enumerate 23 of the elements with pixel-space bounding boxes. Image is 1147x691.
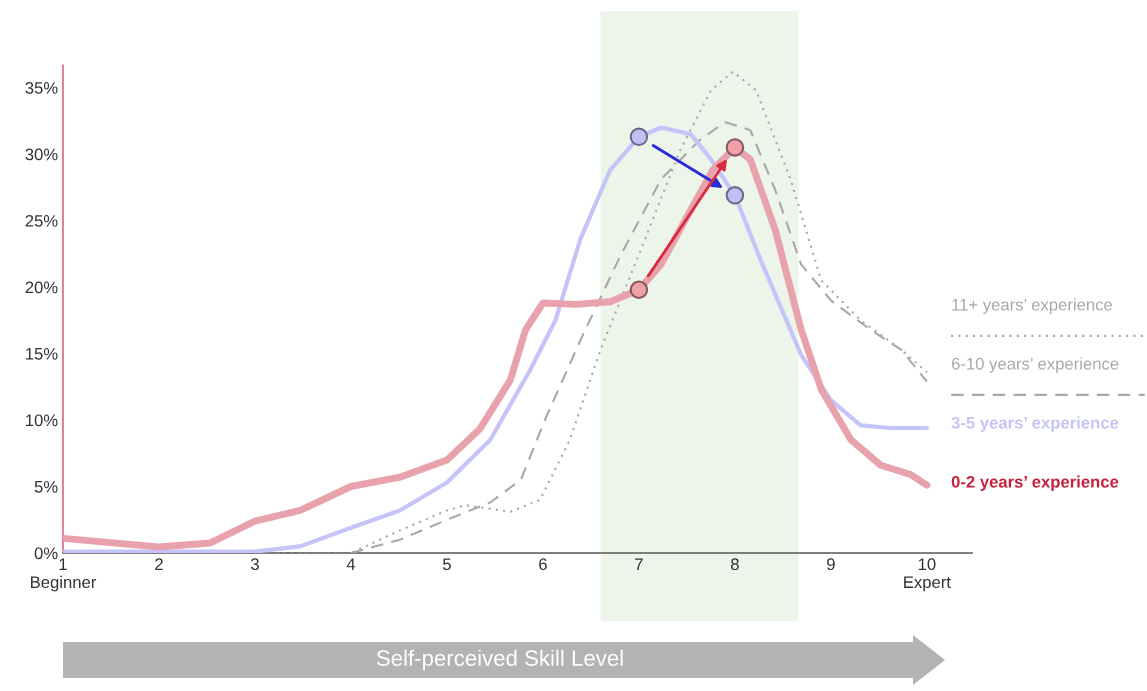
x-tick-label: 8 bbox=[731, 558, 739, 571]
series-label: 6-10 years’ experience bbox=[951, 357, 1119, 373]
x-tick-label: 3 bbox=[250, 558, 259, 571]
y-tick-label: 35% bbox=[25, 82, 58, 94]
text: 11+ years’ experience bbox=[952, 298, 1113, 314]
y-tick-label: 10% bbox=[26, 414, 58, 427]
x-tick-label: 6 bbox=[539, 558, 547, 571]
x-tick-label: 9 bbox=[827, 558, 835, 571]
y-tick-label: 15% bbox=[26, 348, 58, 360]
x-tick-label: 1 Beginner bbox=[31, 558, 97, 592]
x-tick-label: 10 Expert bbox=[904, 558, 951, 592]
x-axis-title: Self-perceived Skill Level bbox=[376, 649, 623, 671]
x-tick-label: 4 bbox=[346, 558, 356, 570]
series-label: 3-5 years’ experience bbox=[951, 416, 1119, 432]
y-tick-label: 20% bbox=[25, 281, 58, 294]
x-tick-label: 5 bbox=[442, 558, 451, 571]
series-label: 0-2 years’ experience bbox=[951, 475, 1119, 492]
x-tick-label: 2 bbox=[155, 558, 163, 570]
y-tick-label: 0% bbox=[34, 547, 58, 560]
y-tick-label: 30% bbox=[25, 148, 58, 161]
y-tick-label: 25% bbox=[25, 214, 58, 227]
y-tick-label: 5% bbox=[34, 480, 58, 493]
x-tick-label: 7 bbox=[635, 558, 643, 570]
